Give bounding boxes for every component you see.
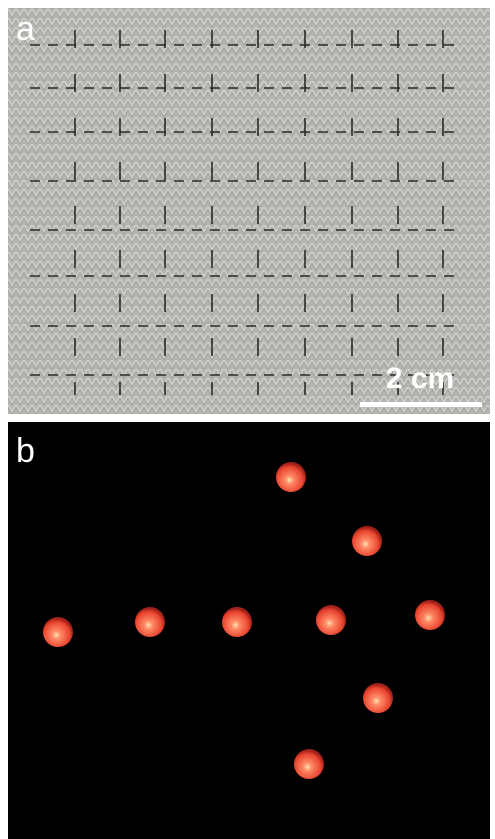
led bbox=[415, 600, 445, 630]
led bbox=[222, 607, 252, 637]
led bbox=[135, 607, 165, 637]
panel-label: b bbox=[16, 432, 35, 470]
scale-bar-label: 2 cm bbox=[386, 362, 454, 395]
panel-a: a 2 cm bbox=[8, 8, 490, 414]
page: a 2 cm b (() => { const data = JSON.pars… bbox=[0, 0, 495, 839]
panel-b: b bbox=[8, 422, 490, 839]
led bbox=[352, 526, 382, 556]
led bbox=[294, 749, 324, 779]
panel-label: a bbox=[16, 10, 35, 48]
led bbox=[276, 462, 306, 492]
fabric bbox=[8, 8, 490, 414]
led bbox=[316, 605, 346, 635]
scale-bar bbox=[360, 402, 482, 407]
led bbox=[363, 683, 393, 713]
led bbox=[43, 617, 73, 647]
figure: a 2 cm b bbox=[0, 0, 495, 839]
